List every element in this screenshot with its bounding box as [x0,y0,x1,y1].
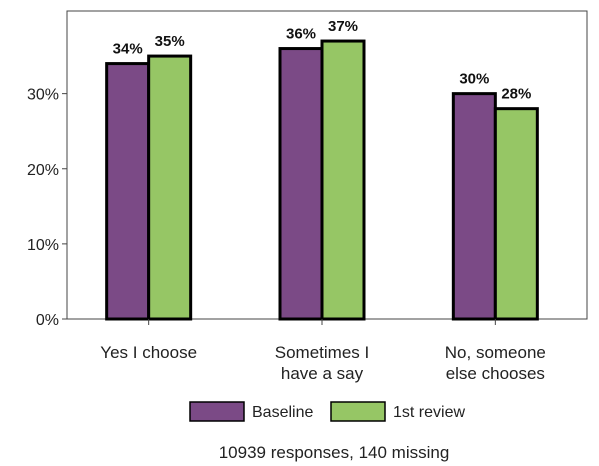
bar-first-review [147,54,193,321]
data-label: 37% [328,18,358,35]
legend-swatch [330,401,386,422]
y-tick-label: 30% [27,87,59,104]
data-label: 28% [501,86,531,103]
bar-baseline [105,62,151,321]
data-labels-group: 34% 35% 36% 37% 30% 28% [113,18,532,103]
y-axis: 0% 10% 20% 30% [27,87,67,329]
x-tick-label: Yes I choose [100,343,197,362]
bar-baseline [278,47,324,321]
x-tick-label: No, someone [445,343,546,362]
data-label: 34% [113,41,143,58]
data-label: 30% [459,71,489,88]
x-tick-label: else chooses [446,364,545,383]
bar-first-review [320,39,366,321]
bars-group [105,39,539,321]
bar-first-review [493,107,539,321]
data-label: 36% [286,26,316,43]
x-tick-label: Sometimes I [275,343,369,362]
legend-label: Baseline [252,404,313,421]
legend-label: 1st review [393,404,465,421]
y-tick-label: 0% [36,312,59,329]
data-label: 35% [155,33,185,50]
x-tick-label: have a say [281,364,364,383]
legend-swatch [189,401,245,422]
footnote: 10939 responses, 140 missing [219,443,450,462]
legend: Baseline 1st review [189,401,465,422]
bar-baseline [451,92,497,321]
y-tick-label: 10% [27,237,59,254]
y-tick-label: 20% [27,162,59,179]
x-axis: Yes I choose Sometimes I have a say No, som… [100,319,546,383]
